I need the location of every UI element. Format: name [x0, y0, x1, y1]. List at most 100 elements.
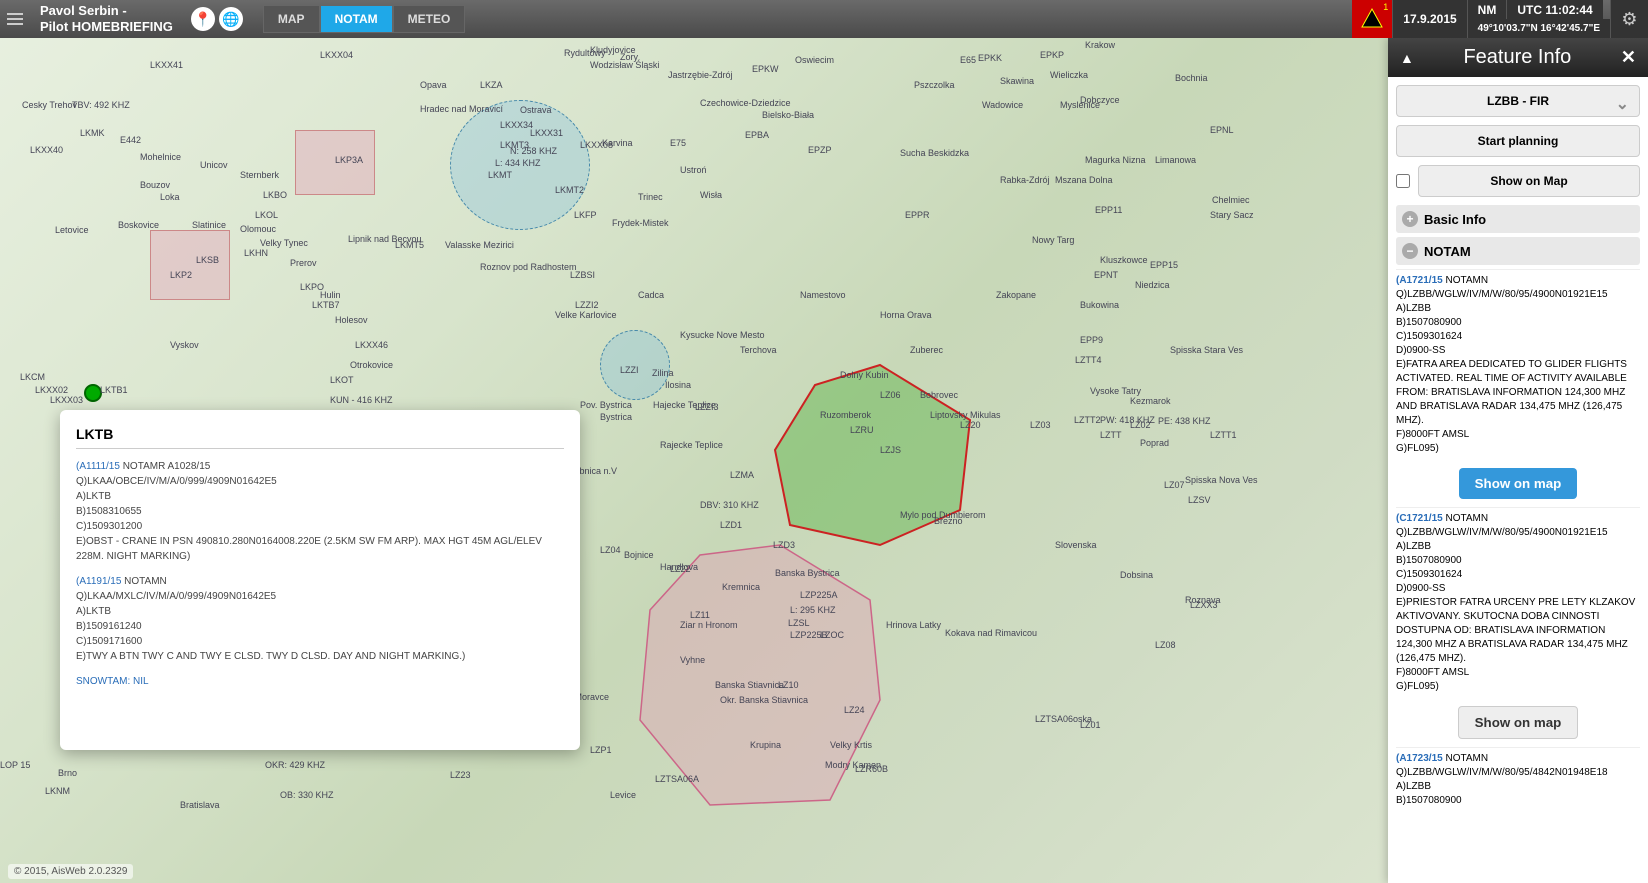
map-label: Bratislava [180, 800, 220, 810]
map-label: Magurka Nizna [1085, 155, 1146, 165]
map-label: LKXX02 [35, 385, 68, 395]
map-label: Roznava [1185, 595, 1221, 605]
map-label: Oswiecim [795, 55, 834, 65]
map-label: Spisska Nova Ves [1185, 475, 1258, 485]
map-label: E75 [670, 138, 686, 148]
notam-item: (A1723/15 NOTAMNQ)LZBB/WGLW/IV/M/W/80/95… [1396, 747, 1640, 812]
warning-button[interactable]: 1 [1352, 0, 1392, 38]
start-planning-button[interactable]: Start planning [1396, 125, 1640, 157]
date-display: 17.9.2015 [1392, 0, 1466, 38]
header-bar: Pavol Serbin - Pilot HOMEBRIEFING 📍 🌐 MA… [0, 0, 1648, 38]
map-label: Slovenska [1055, 540, 1097, 550]
settings-button[interactable]: ⚙ [1610, 0, 1648, 38]
fatra-area-poly[interactable] [770, 360, 980, 550]
map-label: PE: 438 KHZ [1158, 416, 1211, 426]
map-label: LKNM [45, 786, 70, 796]
tab-map[interactable]: MAP [263, 5, 320, 33]
time-display: UTC 11:02:44 [1506, 0, 1602, 19]
map-label: Valasske Mezirici [445, 240, 514, 250]
map-label: LKBO [263, 190, 287, 200]
map-label: Poprad [1140, 438, 1169, 448]
map-label: Roznov pod Radhostem [480, 262, 577, 272]
airspace-poly-large[interactable] [630, 540, 890, 810]
map-label: LZTSA06oska [1035, 714, 1092, 724]
map-label: Brno [58, 768, 77, 778]
map-label: Hrinova Latky [886, 620, 941, 630]
globe-button[interactable]: 🌐 [219, 7, 243, 31]
map-label: KUN - 416 KHZ [330, 395, 393, 405]
map-label: Mohelnice [140, 152, 181, 162]
map-label: Bukowina [1080, 300, 1119, 310]
map-label: LKTB1 [100, 385, 128, 395]
show-on-map-checkbox[interactable] [1396, 174, 1410, 188]
map-label: Sucha Beskidzka [900, 148, 969, 158]
menu-button[interactable] [0, 0, 30, 38]
map-label: EPP9 [1080, 335, 1103, 345]
map-label: Wodzisław Śląski [590, 60, 659, 70]
map-label: Bouzov [140, 180, 170, 190]
map-label: EPKW [752, 64, 779, 74]
map-label: Mszana Dolna [1055, 175, 1113, 185]
airspace-circle[interactable] [600, 330, 670, 400]
map-label: Krakow [1085, 40, 1115, 50]
map-label: Bochnia [1175, 73, 1208, 83]
map-label: EPPR [905, 210, 930, 220]
show-on-map-header-button[interactable]: Show on Map [1418, 165, 1640, 197]
map-label: Kludyjovice [590, 45, 636, 55]
map-label: Horna Orava [880, 310, 932, 320]
notam-section[interactable]: − NOTAM [1396, 237, 1640, 265]
unit-display[interactable]: NM [1467, 0, 1507, 19]
map-label: EPP11 [1095, 205, 1122, 215]
map-label: Sternberk [240, 170, 279, 180]
notam-id: (A1111/15 [76, 461, 120, 472]
basic-info-section[interactable]: + Basic Info [1396, 205, 1640, 233]
map-label: Olomouc [240, 224, 276, 234]
map-label: Kokava nad Rimavicou [945, 628, 1037, 638]
airspace-poly[interactable] [150, 230, 230, 300]
map-label: Pszczolka [914, 80, 955, 90]
map-label: Kluszkowce [1100, 255, 1148, 265]
show-on-map-button[interactable]: Show on map [1459, 468, 1578, 499]
notam-id: (A1723/15 [1396, 753, 1443, 764]
airspace-circle[interactable] [450, 100, 590, 230]
map-label: Karvina [602, 138, 633, 148]
notam-id: (C1721/15 [1396, 513, 1443, 524]
map-label: LKOT [330, 375, 354, 385]
map-label: LZXX3 [1190, 600, 1218, 610]
feature-select[interactable]: LZBB - FIR [1396, 85, 1640, 117]
map-label: Myslenice [1060, 100, 1100, 110]
tab-meteo[interactable]: METEO [393, 5, 466, 33]
map-label: Holesov [335, 315, 368, 325]
map-label: Velke Karlovice [555, 310, 617, 320]
map-label: Ustroń [680, 165, 707, 175]
popup-notam-item: (A1111/15 NOTAMR A1028/15Q)LKAA/OBCE/IV/… [76, 459, 564, 564]
map-label: LZZI3 [695, 402, 719, 412]
map-label: Velky Tynec [260, 238, 308, 248]
tab-notam[interactable]: NOTAM [320, 5, 393, 33]
map-label: Stary Sacz [1210, 210, 1254, 220]
map-label: Zuberec [910, 345, 943, 355]
collapse-icon[interactable]: ▲ [1400, 50, 1414, 66]
close-icon[interactable]: ✕ [1621, 47, 1636, 68]
map-label: Rajecke Teplice [660, 440, 723, 450]
map-label: EPP15 [1150, 260, 1178, 270]
map-label: Wisła [700, 190, 722, 200]
map-label: LKHN [244, 248, 268, 258]
selected-airport-marker[interactable] [84, 384, 102, 402]
location-button[interactable]: 📍 [191, 7, 215, 31]
map-label: Prerov [290, 258, 317, 268]
map-label: Rydultowy [564, 48, 606, 58]
show-on-map-button[interactable]: Show on map [1458, 706, 1579, 739]
map-label: Kysucke Nove Mesto [680, 330, 765, 340]
map-label: LKOL [255, 210, 278, 220]
map-label: EPKK [978, 53, 1002, 63]
map-label: LKXX46 [355, 340, 388, 350]
map-label: Loka [160, 192, 180, 202]
map-label: E65 [960, 55, 976, 65]
map-label: Bystrica [600, 412, 632, 422]
snowtam-link[interactable]: SNOWTAM: NIL [76, 674, 564, 689]
airspace-poly[interactable] [295, 130, 375, 195]
map-label: Nowy Targ [1032, 235, 1074, 245]
map-label: Skawina [1000, 76, 1034, 86]
map-label: E442 [120, 135, 141, 145]
